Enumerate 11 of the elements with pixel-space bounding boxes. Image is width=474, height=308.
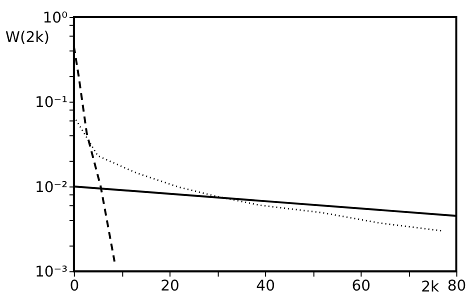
y-axis-title: W(2k) [5, 29, 50, 46]
x-tick-label: 60 [352, 277, 371, 294]
x-tick-label: 40 [256, 277, 275, 294]
y-tick-label: 10⁰ [42, 9, 68, 26]
x-tick-label: 80 [447, 277, 466, 294]
y-tick-label: 10⁻¹ [34, 94, 68, 112]
y-tick-label: 10⁻² [34, 178, 68, 196]
y-tick-label: 10⁻³ [34, 264, 68, 281]
x-axis-title: 2k [421, 278, 440, 296]
x-tick-label: 20 [160, 277, 180, 294]
x-tick-label: 0 [70, 277, 80, 294]
